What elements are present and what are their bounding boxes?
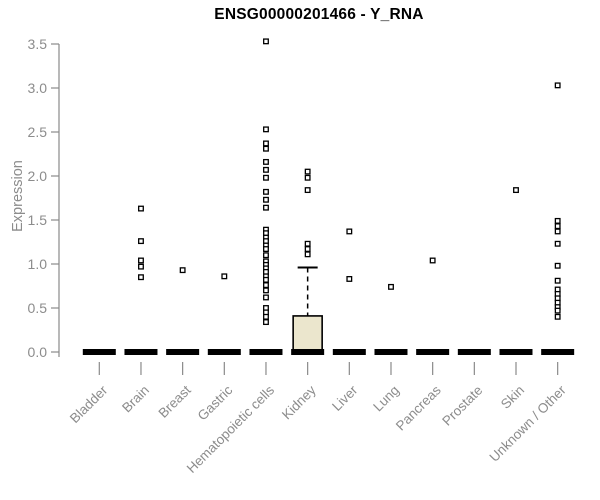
outlier-point	[304, 240, 311, 247]
outlier-point	[138, 263, 144, 270]
outlier-point	[263, 287, 269, 294]
outlier-point	[263, 188, 269, 195]
y-tick-label: 0.5	[28, 300, 48, 316]
outlier-point	[554, 262, 561, 269]
outlier-point	[346, 276, 353, 282]
outlier-point	[304, 168, 311, 175]
outlier-point	[263, 126, 269, 133]
outlier-point	[263, 246, 269, 252]
outlier-point	[263, 166, 269, 173]
median-bar	[82, 349, 116, 355]
x-tick-label: Breast	[156, 382, 194, 420]
y-axis-title: Expression	[10, 160, 26, 232]
median-bar	[416, 349, 450, 355]
median-bar	[499, 349, 533, 355]
outlier-point	[263, 204, 269, 211]
outlier-point	[304, 246, 311, 252]
median-bar	[541, 349, 575, 355]
x-tick-label: Liver	[329, 382, 361, 414]
median-bar	[457, 349, 491, 355]
median-bar	[166, 349, 200, 355]
outlier-point	[304, 251, 311, 258]
outlier-point	[554, 277, 561, 284]
median-bar	[291, 349, 325, 355]
median-bar	[249, 349, 283, 355]
outlier-point	[304, 174, 311, 181]
median-bar	[124, 349, 158, 355]
y-tick-label: 1.5	[28, 212, 48, 228]
median-bar	[374, 349, 408, 355]
outlier-point	[304, 187, 311, 194]
outlier-point	[263, 252, 269, 259]
outlier-point	[554, 228, 561, 235]
outlier-point	[263, 140, 269, 147]
box	[292, 315, 323, 354]
outlier-point	[263, 282, 269, 289]
outlier-point	[221, 273, 228, 280]
outlier-point	[388, 283, 394, 290]
outlier-point	[138, 238, 144, 245]
x-tick-label: Skin	[498, 383, 527, 412]
outlier-point	[263, 38, 269, 45]
outlier-point	[138, 257, 144, 264]
outlier-point	[263, 294, 269, 301]
outlier-point	[554, 240, 561, 247]
x-tick-label: Kidney	[279, 382, 319, 422]
outlier-point	[263, 145, 269, 152]
outlier-point	[263, 313, 269, 320]
x-tick-label: Bladder	[67, 382, 111, 426]
outlier-point	[554, 217, 561, 224]
outlier-point	[263, 276, 269, 283]
outlier-point	[179, 267, 186, 274]
outlier-point	[346, 228, 353, 235]
outlier-point	[554, 313, 561, 320]
x-tick-label: Pancreas	[393, 382, 444, 433]
y-tick-label: 2.0	[28, 168, 48, 184]
outlier-point	[554, 307, 561, 314]
x-tick-label: Unknown / Other	[487, 382, 570, 465]
outlier-point	[138, 205, 144, 212]
x-tick-label: Gastric	[195, 382, 236, 423]
outlier-point	[263, 319, 269, 326]
y-tick-label: 3.5	[28, 36, 48, 52]
outlier-point	[554, 82, 561, 89]
y-tick-label: 2.5	[28, 124, 48, 140]
outlier-point	[138, 274, 144, 281]
outlier-point	[513, 187, 519, 194]
median-bar	[332, 349, 366, 355]
x-tick-label: Prostate	[439, 383, 485, 429]
y-tick-label: 1.0	[28, 256, 48, 272]
y-tick-label: 3.0	[28, 80, 48, 96]
x-tick-label: Brain	[119, 383, 152, 416]
y-tick-label: 0.0	[28, 344, 48, 360]
outlier-point	[429, 257, 436, 264]
x-tick-label: Lung	[370, 383, 402, 415]
outlier-point	[263, 174, 269, 181]
median-bar	[207, 349, 241, 355]
chart-title: ENSG00000201466 - Y_RNA	[214, 6, 424, 23]
outlier-point	[263, 158, 269, 165]
outlier-point	[554, 223, 561, 230]
outlier-point	[263, 196, 269, 203]
